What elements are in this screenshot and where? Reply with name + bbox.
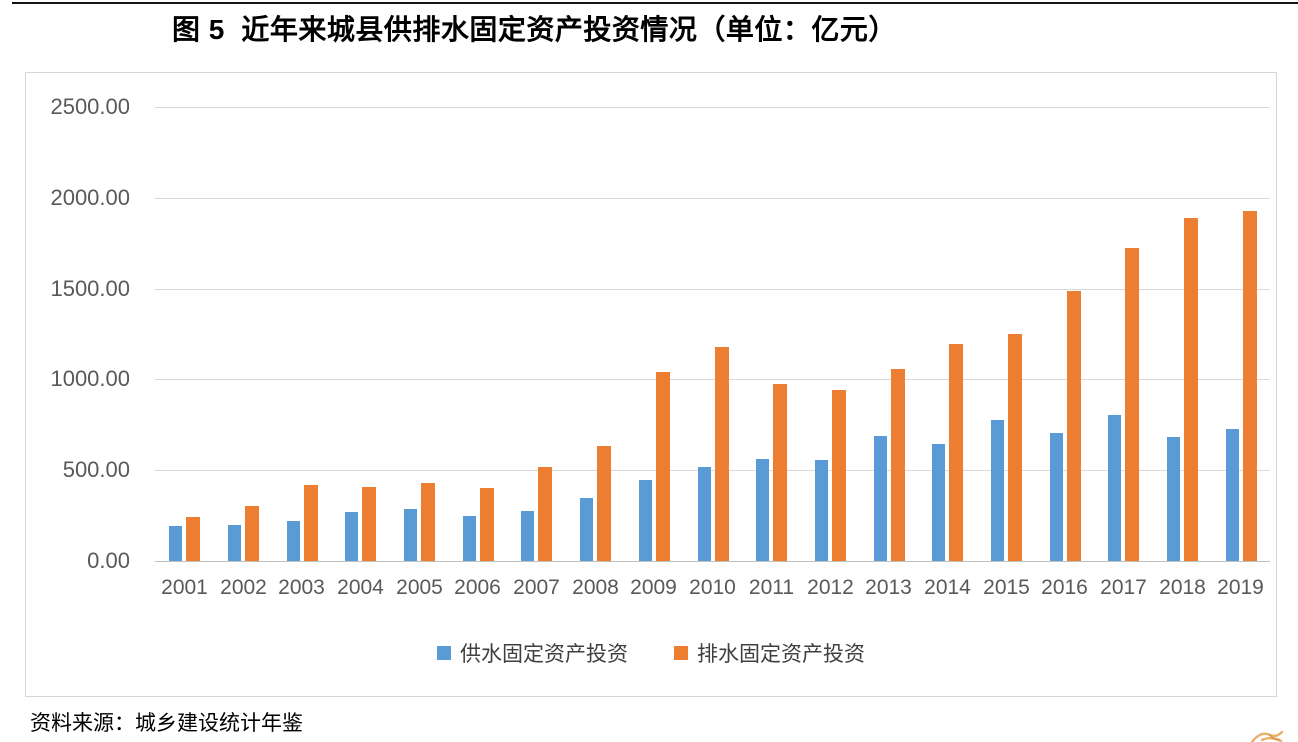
bar-supply-2018 [1167, 437, 1180, 561]
chart-area: 0.00 500.00 1000.00 1500.00 2000.00 2500.00 20… [25, 72, 1277, 697]
x-tick-label-2006: 2006 [454, 576, 501, 599]
x-tick-label-2016: 2016 [1041, 576, 1088, 599]
y-tick-label: 0.00 [87, 548, 130, 573]
x-tick-label-2015: 2015 [983, 576, 1030, 599]
bar-supply-2017 [1108, 415, 1121, 561]
x-tick-label-2017: 2017 [1100, 576, 1147, 599]
bar-drainage-2014 [949, 344, 963, 561]
x-tick-label-2011: 2011 [748, 576, 795, 599]
bar-supply-2005 [404, 509, 417, 561]
bar-supply-2008 [580, 498, 593, 561]
x-tick-label-2018: 2018 [1159, 576, 1206, 599]
bar-drainage-2002 [245, 506, 259, 561]
y-tick-label: 1500.00 [50, 276, 130, 301]
x-tick-label-2005: 2005 [396, 576, 443, 599]
x-tick-label-2001: 2001 [161, 576, 208, 599]
y-tick-label: 500.00 [62, 457, 130, 482]
bar-drainage-2013 [891, 369, 905, 561]
bar-drainage-2019 [1243, 211, 1257, 561]
x-tick-label-2013: 2013 [865, 576, 912, 599]
source-note: 资料来源：城乡建设统计年鉴 [30, 711, 303, 735]
bar-drainage-2001 [186, 517, 200, 561]
watermark-mark [1250, 730, 1284, 742]
bar-supply-2007 [521, 511, 534, 561]
bar-supply-2009 [639, 480, 652, 561]
bar-supply-2001 [169, 526, 182, 561]
bar-supply-2016 [1050, 433, 1063, 561]
gridline-1500.00 [155, 289, 1270, 290]
gridline-2500.00 [155, 107, 1270, 108]
bar-drainage-2009 [656, 372, 670, 561]
x-tick-label-2014: 2014 [924, 576, 971, 599]
legend-label-water-supply: 供水固定资产投资 [460, 643, 628, 666]
x-tick-label-2019: 2019 [1217, 576, 1264, 599]
bar-drainage-2008 [597, 446, 611, 561]
plot-area: 0.00 500.00 1000.00 1500.00 2000.00 2500.00 20… [26, 73, 1276, 696]
bar-supply-2014 [932, 444, 945, 561]
legend-item-drainage: 排水固定资产投资 [674, 638, 865, 668]
x-tick-label-2009: 2009 [630, 576, 677, 599]
y-tick-label: 1000.00 [50, 366, 130, 391]
bar-drainage-2016 [1067, 291, 1081, 561]
bar-supply-2015 [991, 420, 1004, 561]
x-tick-label-2004: 2004 [337, 576, 384, 599]
bar-supply-2019 [1226, 429, 1239, 561]
legend-label-drainage: 排水固定资产投资 [697, 643, 865, 666]
chart-legend: 供水固定资产投资 排水固定资产投资 [26, 638, 1276, 668]
bar-drainage-2018 [1184, 218, 1198, 561]
bar-supply-2004 [345, 512, 358, 561]
gridline-0.00 [155, 561, 1270, 562]
bar-drainage-2003 [304, 485, 318, 561]
bar-supply-2013 [874, 436, 887, 561]
top-divider-rule [12, 2, 1298, 4]
bar-supply-2003 [287, 521, 300, 561]
bar-drainage-2005 [421, 483, 435, 561]
bar-drainage-2007 [538, 467, 552, 561]
x-tick-label-2002: 2002 [220, 576, 267, 599]
gridline-500.00 [155, 470, 1270, 471]
legend-swatch-orange [674, 646, 688, 660]
bar-drainage-2004 [362, 487, 376, 561]
bar-supply-2011 [756, 459, 769, 561]
bar-drainage-2012 [832, 390, 846, 561]
x-tick-label-2010: 2010 [689, 576, 736, 599]
x-tick-label-2008: 2008 [572, 576, 619, 599]
x-tick-label-2012: 2012 [807, 576, 854, 599]
chart-title: 图 5 近年来城县供排水固定资产投资情况（单位：亿元） [172, 14, 897, 45]
bar-supply-2002 [228, 525, 241, 561]
bar-supply-2010 [698, 467, 711, 561]
gridline-1000.00 [155, 379, 1270, 380]
legend-item-water-supply: 供水固定资产投资 [437, 638, 628, 668]
gridline-2000.00 [155, 198, 1270, 199]
y-tick-label: 2000.00 [50, 185, 130, 210]
bar-drainage-2006 [480, 488, 494, 561]
bar-supply-2012 [815, 460, 828, 561]
bar-drainage-2015 [1008, 334, 1022, 561]
bar-drainage-2017 [1125, 248, 1139, 561]
bar-drainage-2010 [715, 347, 729, 561]
x-tick-label-2007: 2007 [513, 576, 560, 599]
bar-supply-2006 [463, 516, 476, 561]
legend-swatch-blue [437, 646, 451, 660]
x-tick-label-2003: 2003 [278, 576, 325, 599]
y-tick-label: 2500.00 [50, 94, 130, 119]
bar-drainage-2011 [773, 384, 787, 561]
